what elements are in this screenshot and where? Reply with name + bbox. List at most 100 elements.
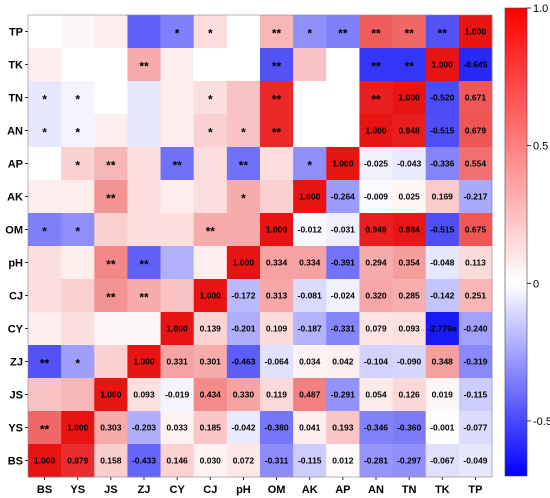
heatmap-cell [127,15,161,49]
heatmap-cell [61,312,95,346]
y-tick-label: AK [7,192,23,204]
heatmap-cell [94,147,128,181]
correlation-value: 0.334 [266,258,288,268]
heatmap-cell [359,444,393,478]
y-tick-label: TP [9,27,23,39]
heatmap-cell [392,147,427,181]
heatmap-cell [127,411,161,445]
heatmap-cell [260,81,294,115]
significance-mark: * [208,93,213,107]
heatmap-cell [425,378,460,412]
correlation-value: 0.487 [299,390,321,400]
heatmap-cell [326,279,360,313]
significance-mark: * [75,126,80,140]
correlation-value: -0.024 [331,291,355,301]
heatmap-cell [359,180,393,214]
correlation-value: 0.984 [399,225,421,235]
heatmap-cell [226,114,261,148]
heatmap-cell [458,180,493,214]
heatmap-cell [193,312,228,346]
heatmap-cell [94,312,128,346]
heatmap-cell [94,81,128,115]
correlation-value: -0.115 [464,390,488,400]
correlation-value: 1.000 [167,324,189,334]
correlation-value: -0.311 [265,456,289,466]
y-tick-label: pH [8,258,23,270]
heatmap-cell [28,246,62,280]
heatmap-cell [260,180,294,214]
heatmap-cell [458,411,493,445]
heatmap-cell [359,114,393,148]
heatmap-cell [260,444,294,478]
heatmap-cell [425,444,460,478]
correlation-value: -0.012 [298,225,322,235]
correlation-value: 0.119 [266,390,287,400]
correlation-value: -0.001 [430,423,454,433]
correlation-value: 0.033 [167,423,189,433]
heatmap-cell [293,444,327,478]
colorbar: 1.0 0.5 0 -0.5 [504,3,550,477]
heatmap-cell [94,378,128,412]
correlation-value: -0.042 [231,423,255,433]
heatmap-cell [293,213,327,247]
heatmap-cell [425,213,460,247]
heatmap-cell [293,15,327,49]
y-tick-label: JS [10,390,23,402]
correlation-value: 0.330 [233,390,255,400]
correlation-value: -0.391 [331,258,355,268]
heatmap-cell [359,411,393,445]
heatmap-cell [458,213,493,247]
heatmap-cell [359,279,393,313]
heatmap-cell [293,411,327,445]
x-tick-label: ZJ [138,484,151,496]
heatmap-cell [260,48,294,82]
heatmap-cell [226,180,261,214]
x-tick-label: pH [236,484,251,496]
heatmap-cell [326,180,360,214]
heatmap-cell [293,246,327,280]
heatmap-cell [392,279,427,313]
heatmap-cell [193,213,228,247]
colorbar-tick-label: 0 [533,278,539,290]
heatmap-cell [293,312,327,346]
correlation-value: 0.185 [200,423,222,433]
heatmap-cell [193,180,228,214]
heatmap-cell [61,279,95,313]
y-tick-label: AP [8,159,23,171]
significance-mark: ** [139,60,149,74]
correlation-value: 0.434 [200,390,222,400]
significance-mark: * [241,192,246,206]
heatmap-cell [160,81,195,115]
correlation-value: 0.334 [299,258,321,268]
significance-mark: ** [139,258,149,272]
correlation-value: -0.463 [231,357,255,367]
x-tick-label: JS [104,484,117,496]
heatmap-cell [458,345,493,379]
correlation-value: -0.064 [265,357,289,367]
y-tick-label: OM [5,225,23,237]
heatmap-cell [458,246,493,280]
heatmap-cell [392,48,427,82]
x-tick-label: CJ [203,484,217,496]
heatmap-cell [94,411,128,445]
y-axis-tick-labels: TP TK TN AN AP AK OM pH CJ CY ZJ JS YS BS [5,27,28,468]
heatmap-cell [94,345,128,379]
heatmap-cell [226,444,261,478]
heatmap-cell [260,246,294,280]
correlation-value: -0.336 [430,159,454,169]
correlation-value: -0.291 [331,390,355,400]
y-tick-label: AN [7,126,23,138]
heatmap-cell [425,147,460,181]
correlation-value: 0.303 [100,423,122,433]
significance-mark: * [42,93,47,107]
heatmap-cell [193,279,228,313]
heatmap-cell [260,114,294,148]
correlation-value: -0.645 [463,60,487,70]
correlation-value: -0.049 [463,456,487,466]
correlation-value: -0.433 [132,456,156,466]
significance-mark: ** [404,60,414,74]
significance-mark: * [75,357,80,371]
significance-mark: * [307,159,312,173]
colorbar-ticks: 1.0 0.5 0 -0.5 [527,3,550,428]
significance-mark: ** [106,192,116,206]
